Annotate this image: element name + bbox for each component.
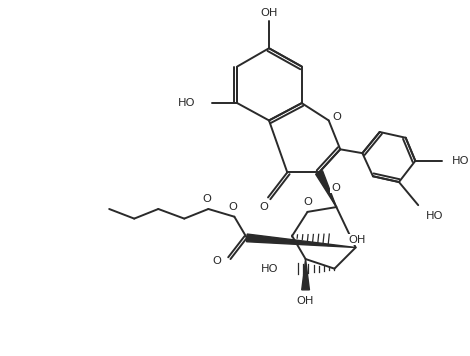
Polygon shape bbox=[247, 234, 356, 247]
Text: O: O bbox=[228, 202, 237, 212]
Text: O: O bbox=[331, 183, 340, 193]
Text: OH: OH bbox=[297, 297, 314, 307]
Text: O: O bbox=[202, 194, 211, 204]
Text: O: O bbox=[260, 202, 269, 212]
Text: HO: HO bbox=[426, 211, 443, 221]
Text: HO: HO bbox=[261, 264, 279, 274]
Text: OH: OH bbox=[348, 235, 366, 245]
Text: O: O bbox=[303, 197, 312, 207]
Text: HO: HO bbox=[452, 156, 470, 166]
Text: OH: OH bbox=[260, 7, 278, 17]
Polygon shape bbox=[316, 171, 337, 207]
Text: HO: HO bbox=[177, 98, 195, 108]
Polygon shape bbox=[302, 259, 309, 290]
Text: O: O bbox=[212, 256, 221, 266]
Text: O: O bbox=[333, 111, 341, 122]
